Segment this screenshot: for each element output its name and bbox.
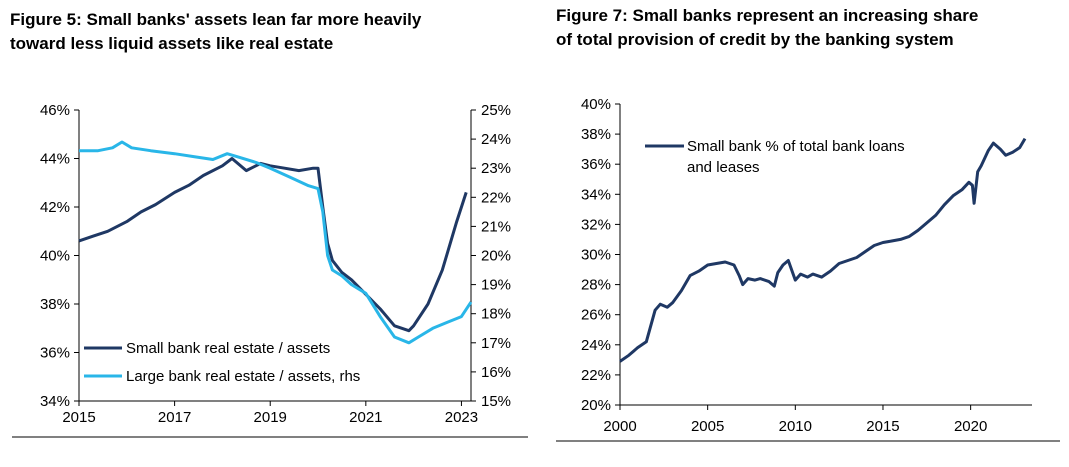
- right-y-tick-label: 20%: [481, 248, 511, 265]
- right-y-tick-label: 16%: [481, 364, 511, 381]
- right-y-tick-label: 24%: [481, 131, 511, 148]
- y-tick-label: 40%: [581, 96, 611, 113]
- figure-5-chart: 34% 36% 38% 40% 42% 44% 46% 15% 16% 17% 18% 19% 20% 2…: [12, 102, 528, 438]
- small-bank-share-line: [619, 137, 1027, 363]
- left-y-tick-label: 46%: [40, 102, 70, 119]
- left-y-tick-label: 38%: [40, 296, 70, 313]
- figure-7-title-line-1: Figure 7: Small banks represent an incre…: [556, 6, 979, 25]
- right-y-tick-label: 21%: [481, 218, 511, 235]
- left-y-tick-label: 40%: [40, 248, 70, 265]
- y-tick-label: 32%: [581, 216, 611, 233]
- figure-7-chart: 20% 22% 24% 26% 28% 30% 32% 34% 36% 38% 40% 2000 200…: [556, 96, 1060, 442]
- right-y-tick-label: 15%: [481, 393, 511, 410]
- x-tick-label: 2005: [691, 418, 724, 435]
- x-tick-label: 2020: [954, 418, 987, 435]
- y-tick-label: 26%: [581, 307, 611, 324]
- y-tick-label: 34%: [581, 186, 611, 203]
- large-bank-real-estate-line: [79, 140, 473, 345]
- small-bank-real-estate-line: [78, 157, 468, 333]
- figure-7-title: Figure 7: Small banks represent an incre…: [556, 4, 1056, 52]
- y-tick-label: 22%: [581, 367, 611, 384]
- legend-label-small-bank: Small bank real estate / assets: [126, 340, 330, 357]
- legend-label-small-bank-share-line-1: Small bank % of total bank loans: [687, 138, 905, 155]
- x-tick-label: 2000: [603, 418, 636, 435]
- y-tick-label: 28%: [581, 277, 611, 294]
- right-y-tick-label: 25%: [481, 102, 511, 119]
- x-tick-label: 2017: [158, 409, 191, 426]
- left-y-tick-label: 44%: [40, 151, 70, 168]
- y-tick-label: 36%: [581, 156, 611, 173]
- x-tick-label: 2021: [349, 409, 382, 426]
- x-tick-label: 2010: [779, 418, 812, 435]
- right-y-tick-label: 19%: [481, 277, 511, 294]
- left-y-tick-label: 42%: [40, 199, 70, 216]
- y-tick-label: 38%: [581, 126, 611, 143]
- right-y-tick-label: 18%: [481, 306, 511, 323]
- y-tick-label: 24%: [581, 337, 611, 354]
- figure-7-title-line-2: of total provision of credit by the bank…: [556, 30, 954, 49]
- y-tick-label: 20%: [581, 397, 611, 414]
- left-y-tick-label: 34%: [40, 393, 70, 410]
- figure-5-title-line-1: Figure 5: Small banks' assets lean far m…: [10, 10, 422, 29]
- figure-5-title-line-2: toward less liquid assets like real esta…: [10, 34, 334, 53]
- right-y-tick-label: 22%: [481, 189, 511, 206]
- x-tick-label: 2023: [445, 409, 478, 426]
- right-y-tick-label: 23%: [481, 160, 511, 177]
- right-y-tick-label: 17%: [481, 335, 511, 352]
- y-tick-label: 30%: [581, 247, 611, 264]
- legend-label-large-bank: Large bank real estate / assets, rhs: [126, 368, 360, 385]
- x-tick-label: 2015: [62, 409, 95, 426]
- legend-label-small-bank-share-line-2: and leases: [687, 159, 760, 176]
- x-tick-label: 2015: [866, 418, 899, 435]
- x-tick-label: 2019: [254, 409, 287, 426]
- left-y-tick-label: 36%: [40, 345, 70, 362]
- figure-5-title: Figure 5: Small banks' assets lean far m…: [10, 8, 530, 56]
